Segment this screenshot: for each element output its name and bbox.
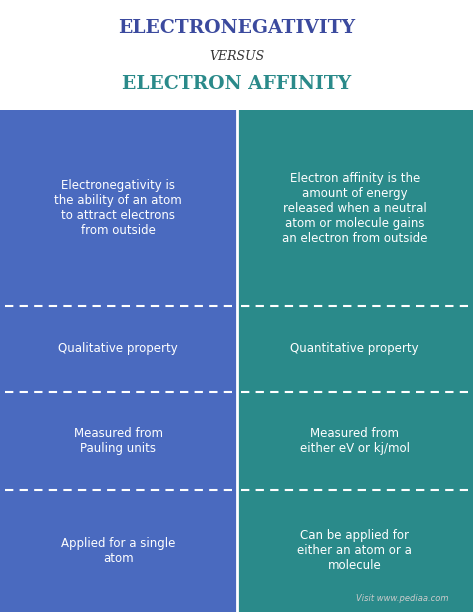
- Text: Electronegativity is
the ability of an atom
to attract electrons
from outside: Electronegativity is the ability of an a…: [54, 179, 182, 237]
- Text: Applied for a single
atom: Applied for a single atom: [61, 537, 175, 565]
- FancyBboxPatch shape: [236, 392, 473, 490]
- Text: Measured from
either eV or kj/mol: Measured from either eV or kj/mol: [300, 427, 410, 455]
- Text: Measured from
Pauling units: Measured from Pauling units: [74, 427, 163, 455]
- FancyBboxPatch shape: [236, 306, 473, 392]
- FancyBboxPatch shape: [236, 490, 473, 612]
- Text: VERSUS: VERSUS: [209, 50, 264, 63]
- FancyBboxPatch shape: [0, 392, 236, 490]
- Text: ELECTRON AFFINITY: ELECTRON AFFINITY: [122, 75, 351, 94]
- Text: Can be applied for
either an atom or a
molecule: Can be applied for either an atom or a m…: [298, 529, 412, 572]
- FancyBboxPatch shape: [0, 306, 236, 392]
- Text: ELECTRONEGATIVITY: ELECTRONEGATIVITY: [118, 18, 355, 37]
- Text: Visit www.pediaa.com: Visit www.pediaa.com: [356, 594, 448, 603]
- Text: Electron affinity is the
amount of energy
released when a neutral
atom or molecu: Electron affinity is the amount of energ…: [282, 171, 428, 245]
- FancyBboxPatch shape: [0, 110, 236, 306]
- Text: Quantitative property: Quantitative property: [290, 342, 419, 356]
- Text: Qualitative property: Qualitative property: [58, 342, 178, 356]
- FancyBboxPatch shape: [236, 110, 473, 306]
- FancyBboxPatch shape: [0, 490, 236, 612]
